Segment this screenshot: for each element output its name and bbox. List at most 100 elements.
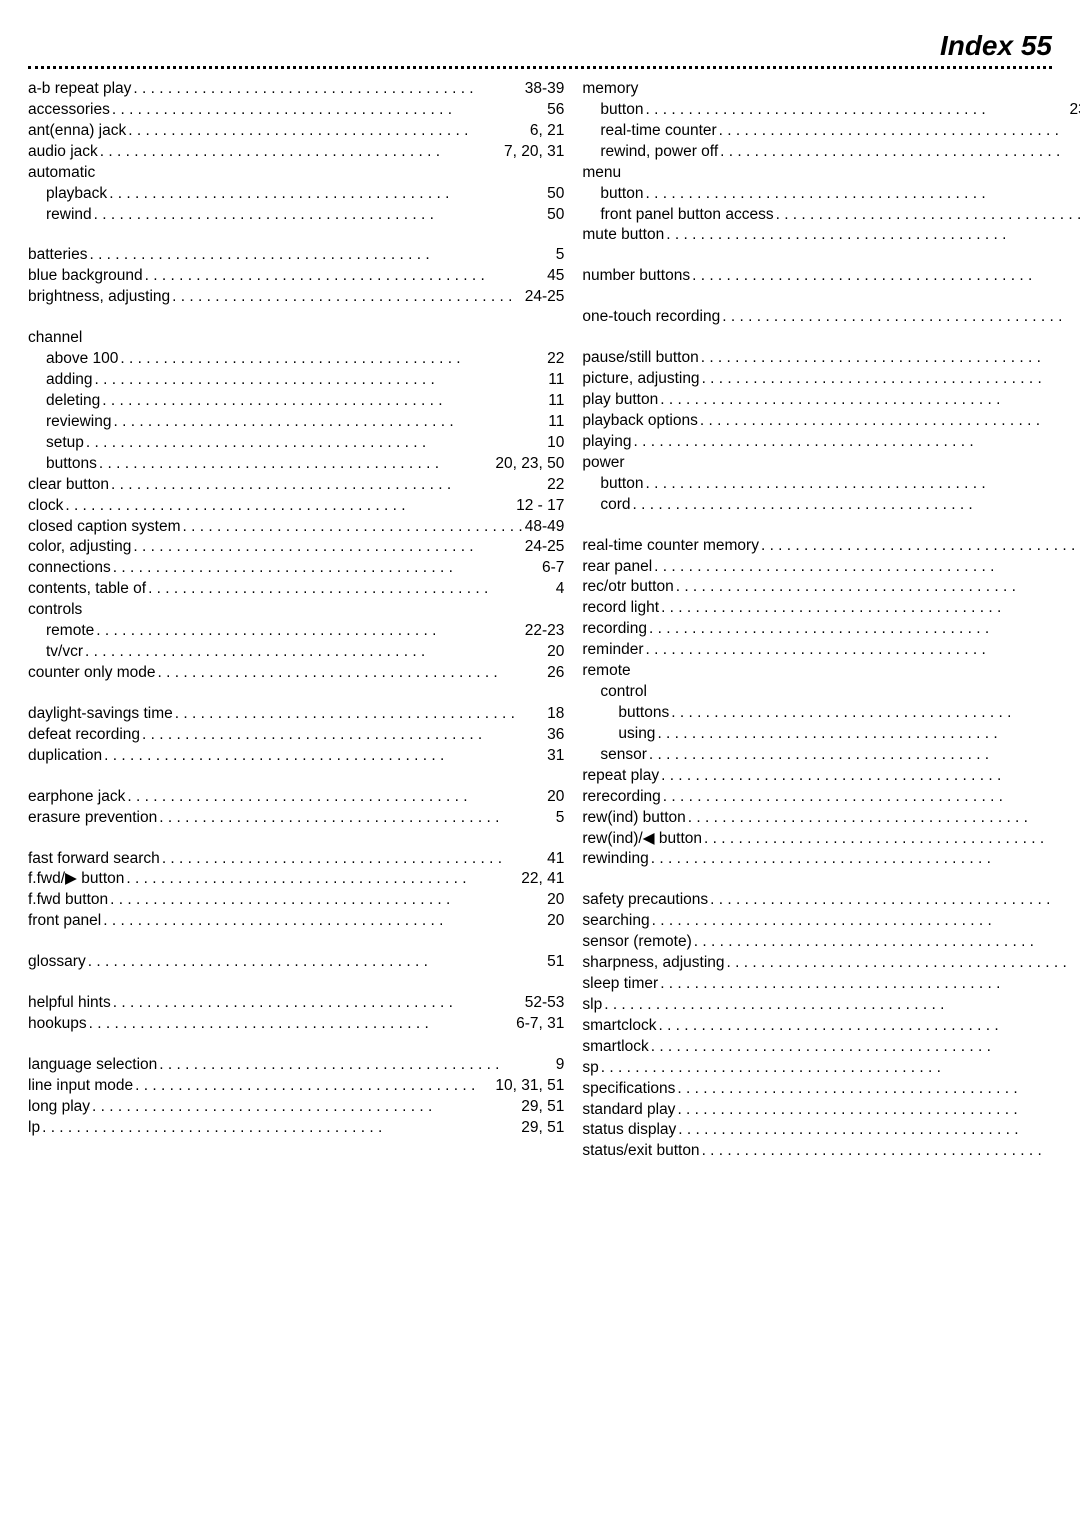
index-label: tv/vcr (46, 642, 83, 663)
index-label: color, adjusting (28, 537, 131, 558)
leader-dots (102, 746, 547, 767)
index-entry: connections6-7 (28, 558, 564, 579)
index-entry: line input mode10, 31, 51 (28, 1076, 564, 1097)
index-label: button (600, 100, 643, 121)
index-entry: play button20, 22 (582, 390, 1080, 411)
index-entry: long play29, 51 (28, 1097, 564, 1118)
index-entry: a-b repeat play 38-39 (28, 79, 564, 100)
spacer (582, 287, 1080, 307)
leader-dots (647, 745, 1080, 766)
index-label: number buttons (582, 266, 690, 287)
index-entry: real-time counter40 (582, 121, 1080, 142)
index-label: sensor (600, 745, 647, 766)
index-page: 38-39 (525, 79, 565, 100)
index-page: 9 (556, 1055, 565, 1076)
leader-dots (131, 79, 524, 100)
index-page: 50 (547, 184, 564, 205)
leader-dots (669, 703, 1080, 724)
index-entry: safety precautions3 (582, 890, 1080, 911)
index-label: rewinding (582, 849, 648, 870)
index-entry: buttons22-23 (582, 703, 1080, 724)
index-label: playback (46, 184, 107, 205)
leader-dots (686, 808, 1080, 829)
index-label: sp (582, 1058, 598, 1079)
index-entry: sensor (remote)20 (582, 932, 1080, 953)
index-entry: remote22-23 (28, 621, 564, 642)
index-label: blue background (28, 266, 143, 287)
index-entry: rerecording31 (582, 787, 1080, 808)
index-page: 23, 38-40 (1070, 100, 1080, 121)
index-entry: sp29, 51 (582, 1058, 1080, 1079)
spacer (28, 829, 564, 849)
index-label: f.fwd button (28, 890, 108, 911)
index-entry: language selection9 (28, 1055, 564, 1076)
index-entry: tv/vcr 20 (28, 642, 564, 663)
index-columns: a-b repeat play38-39accessories56ant(enn… (28, 79, 1052, 1162)
leader-dots (86, 952, 547, 973)
index-entry: using5 (582, 724, 1080, 745)
leader-dots (708, 890, 1080, 911)
index-label: clock (28, 496, 63, 517)
index-page: 22-23 (525, 621, 565, 642)
index-entry: searching41 (582, 911, 1080, 932)
leader-dots (108, 890, 547, 911)
index-label: rerecording (582, 787, 660, 808)
leader-dots (690, 266, 1080, 287)
index-label: reminder (582, 640, 643, 661)
index-label: helpful hints (28, 993, 111, 1014)
leader-dots (98, 142, 504, 163)
index-label: a-b repeat play (28, 79, 131, 100)
index-page: 20 (547, 911, 564, 932)
index-page: 20, 23, 50 (495, 454, 564, 475)
index-label: buttons (46, 454, 97, 475)
index-label: front panel (28, 911, 101, 932)
leader-dots (599, 1058, 1080, 1079)
index-page: 24-25 (525, 537, 565, 558)
index-heading: memory (582, 79, 1080, 100)
index-entry: button20, 22 (582, 474, 1080, 495)
index-label: duplication (28, 746, 102, 767)
index-label: accessories (28, 100, 110, 121)
index-entry: rec/otr button20, 23 (582, 577, 1080, 598)
leader-dots (759, 536, 1080, 557)
index-entry: closed caption system48-49 (28, 517, 564, 538)
index-heading: controls (28, 600, 564, 621)
index-entry: sensor20 (582, 745, 1080, 766)
index-page: 10, 31, 51 (495, 1076, 564, 1097)
leader-dots (133, 1076, 495, 1097)
leader-dots (40, 1118, 521, 1139)
index-page: 6-7, 31 (516, 1014, 564, 1035)
index-entry: slp29, 51 (582, 995, 1080, 1016)
index-page: 20 (547, 642, 564, 663)
leader-dots (107, 184, 547, 205)
index-label: button (600, 474, 643, 495)
index-label: repeat play (582, 766, 659, 787)
index-label: lp (28, 1118, 40, 1139)
leader-dots (658, 390, 1080, 411)
index-label: counter only mode (28, 663, 156, 684)
index-entry: rew(ind)/◀ button23, 41 (582, 829, 1080, 850)
leader-dots (100, 391, 548, 412)
index-page: 4 (556, 579, 565, 600)
index-label: closed caption system (28, 517, 181, 538)
index-label: setup (46, 433, 84, 454)
index-page: 6-7 (542, 558, 564, 579)
index-page: 11 (548, 391, 564, 412)
index-label: playing (582, 432, 631, 453)
leader-dots (698, 411, 1080, 432)
index-entry: clock12 - 17 (28, 496, 564, 517)
index-label: safety precautions (582, 890, 708, 911)
index-label: button (600, 184, 643, 205)
index-entry: specifications51 (582, 1079, 1080, 1100)
index-entry: reminder27 (582, 640, 1080, 661)
spacer (28, 308, 564, 328)
index-label: rear panel (582, 557, 652, 578)
index-label: rewind (46, 205, 92, 226)
index-label: cord (600, 495, 630, 516)
leader-dots (644, 640, 1080, 661)
index-label: pause/still button (582, 348, 698, 369)
index-label: picture, adjusting (582, 369, 699, 390)
leader-dots (659, 598, 1080, 619)
spacer (28, 932, 564, 952)
index-label: daylight-savings time (28, 704, 173, 725)
